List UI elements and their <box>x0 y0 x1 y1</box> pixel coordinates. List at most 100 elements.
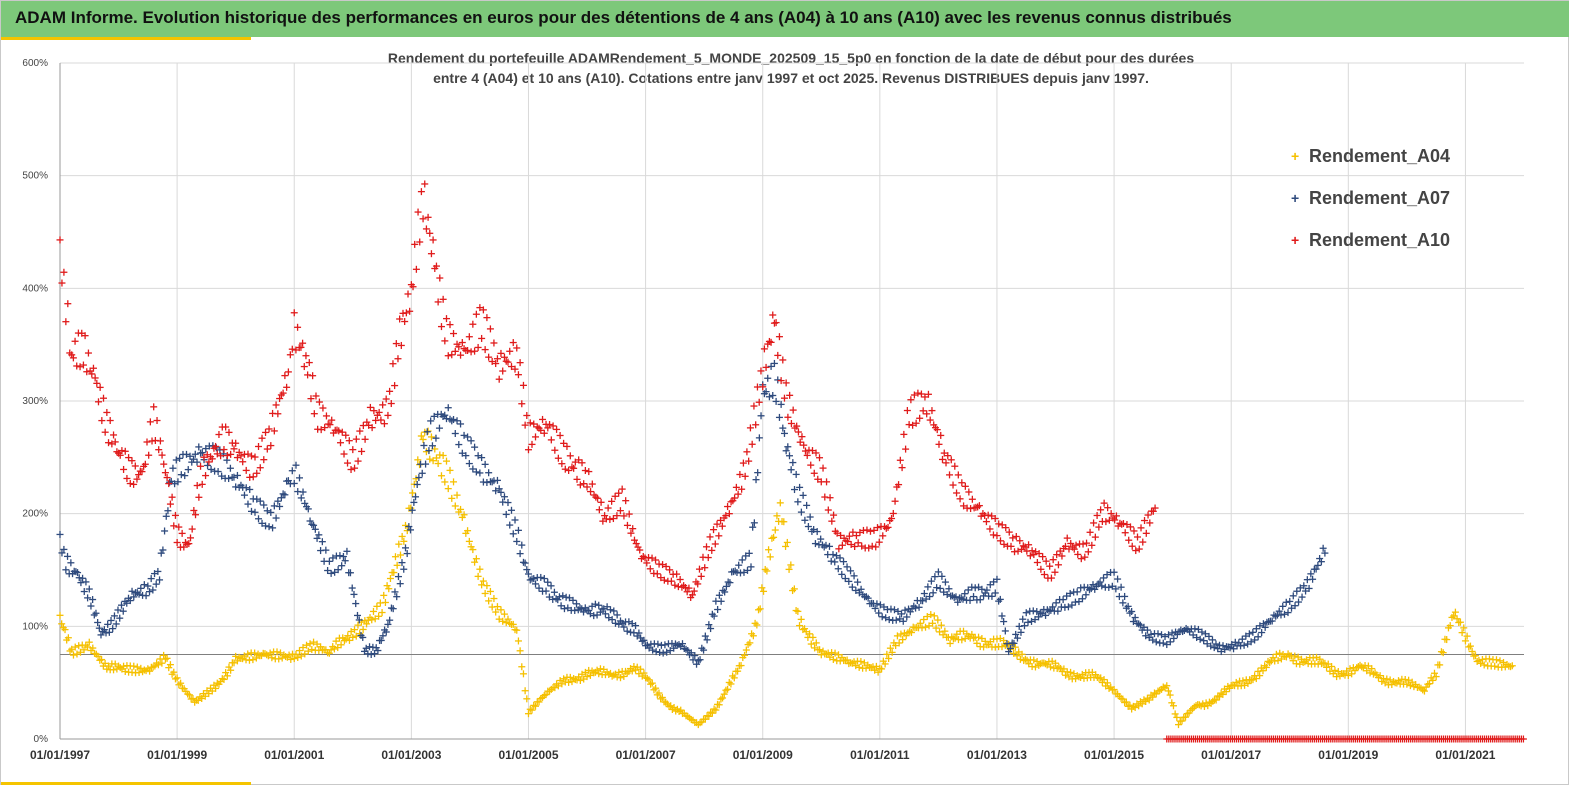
point-a04 <box>958 636 966 644</box>
point-a10 <box>996 537 1004 545</box>
point-a07 <box>1126 609 1134 617</box>
point-a07 <box>207 465 215 473</box>
point-a04 <box>785 565 793 573</box>
point-a10 <box>991 515 999 523</box>
point-a10 <box>270 427 278 435</box>
point-a04 <box>332 637 340 645</box>
point-a07 <box>1212 640 1220 648</box>
point-a04 <box>1429 676 1437 684</box>
point-a10 <box>417 188 425 196</box>
point-a07 <box>721 588 729 596</box>
point-a10 <box>769 311 777 319</box>
point-a07 <box>465 460 473 468</box>
point-a04 <box>249 656 257 664</box>
point-a07 <box>1140 623 1148 631</box>
point-a07 <box>789 459 797 467</box>
point-a07 <box>123 599 131 607</box>
point-a07 <box>572 600 580 608</box>
point-a04 <box>495 615 503 623</box>
point-a10 <box>118 447 126 455</box>
point-a10 <box>181 539 189 547</box>
x-tick-label: 01/01/2011 <box>850 748 910 762</box>
point-a10 <box>272 401 280 409</box>
point-a07 <box>1112 585 1120 593</box>
point-a10 <box>902 445 910 453</box>
point-a10 <box>419 215 427 223</box>
point-a10 <box>666 566 674 574</box>
point-a04 <box>432 454 440 462</box>
point-a10 <box>895 481 903 489</box>
x-tick-label: 01/01/2021 <box>1435 748 1495 762</box>
point-a07 <box>230 473 238 481</box>
point-a07 <box>649 646 657 654</box>
point-a04 <box>595 670 603 678</box>
point-a07 <box>970 593 978 601</box>
point-a10 <box>317 426 325 434</box>
point-a07 <box>308 520 316 528</box>
point-a04 <box>583 673 591 681</box>
point-a07 <box>803 501 811 509</box>
point-a10 <box>910 391 918 399</box>
point-a04 <box>939 631 947 639</box>
point-a04 <box>929 619 937 627</box>
point-a10 <box>620 512 628 520</box>
point-a07 <box>476 469 484 477</box>
point-a07 <box>1152 638 1160 646</box>
point-a07 <box>1275 607 1283 615</box>
point-a07 <box>707 625 715 633</box>
point-a07 <box>555 593 563 601</box>
point-a04 <box>154 661 162 669</box>
point-a07 <box>292 461 300 469</box>
point-a07 <box>80 588 88 596</box>
point-a07 <box>1163 641 1171 649</box>
point-a04 <box>1491 662 1499 670</box>
point-a04 <box>158 659 166 667</box>
point-a10 <box>824 506 832 514</box>
point-a07 <box>100 626 108 634</box>
point-a07 <box>750 519 758 527</box>
point-a07 <box>420 441 428 449</box>
point-a10 <box>546 421 554 429</box>
point-a10 <box>760 345 768 353</box>
point-a07 <box>1031 616 1039 624</box>
point-a10 <box>347 466 355 474</box>
point-a10 <box>328 416 336 424</box>
point-a10 <box>960 502 968 510</box>
point-a04 <box>381 598 389 606</box>
point-a10 <box>156 437 164 445</box>
point-a10 <box>1037 565 1045 573</box>
point-a07 <box>1001 627 1009 635</box>
point-a07 <box>506 521 514 529</box>
point-a04 <box>504 615 512 623</box>
point-a10 <box>662 563 670 571</box>
point-a04 <box>444 485 452 493</box>
point-a07 <box>184 466 192 474</box>
point-a10 <box>1009 534 1017 542</box>
point-a07 <box>1207 642 1215 650</box>
point-a10 <box>71 337 79 345</box>
point-a04 <box>518 663 526 671</box>
point-a04 <box>613 673 621 681</box>
point-a07 <box>540 575 548 583</box>
point-a07 <box>896 615 904 623</box>
point-a07 <box>742 552 750 560</box>
point-a10 <box>227 450 235 458</box>
point-a04 <box>419 436 427 444</box>
point-a10 <box>587 488 595 496</box>
point-a07 <box>1012 630 1020 638</box>
point-a10 <box>208 455 216 463</box>
point-a07 <box>638 637 646 645</box>
point-a04 <box>1463 632 1471 640</box>
point-a07 <box>1013 634 1021 642</box>
point-a04 <box>1485 655 1493 663</box>
point-a04 <box>1432 673 1440 681</box>
point-a07 <box>797 508 805 516</box>
point-a07 <box>112 620 120 628</box>
point-a04 <box>285 651 293 659</box>
point-a07 <box>177 471 185 479</box>
point-a10 <box>1018 545 1026 553</box>
point-a10 <box>1014 547 1022 555</box>
point-a07 <box>691 652 699 660</box>
point-a04 <box>220 675 228 683</box>
point-a07 <box>474 452 482 460</box>
